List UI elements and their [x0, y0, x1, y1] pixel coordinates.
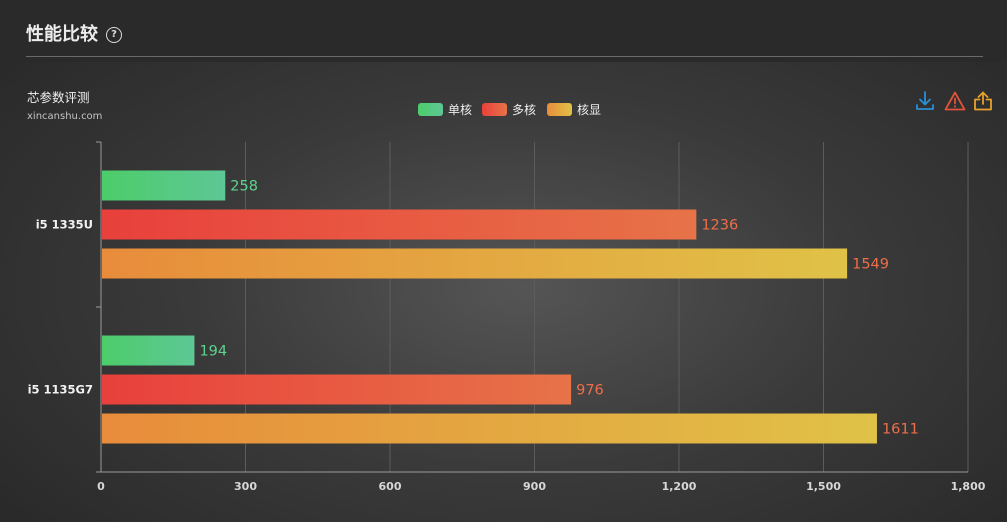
- brand-site: xincanshu.com: [27, 111, 103, 122]
- x-tick-label: 1,500: [806, 480, 841, 493]
- legend-label: 核显: [577, 103, 602, 117]
- x-tick-label: 0: [97, 480, 105, 493]
- y-category-label: i5 1335U: [36, 218, 93, 232]
- x-tick-label: 1,800: [951, 480, 986, 493]
- header-divider: [26, 56, 983, 57]
- data-label: 258: [230, 179, 258, 195]
- x-tick-label: 1,200: [662, 480, 697, 493]
- legend-swatch: [418, 103, 443, 116]
- page-title: 性能比较: [26, 24, 98, 45]
- bar[interactable]: [102, 248, 848, 279]
- bar[interactable]: [102, 413, 877, 444]
- legend-label: 单核: [448, 103, 473, 117]
- legend-swatch: [482, 103, 507, 116]
- data-label: 1236: [701, 218, 738, 234]
- x-tick-label: 300: [234, 480, 257, 493]
- legend-swatch: [547, 103, 572, 116]
- data-label: 1549: [852, 257, 889, 273]
- question-circle-icon[interactable]: ?: [106, 27, 122, 43]
- bar[interactable]: [102, 374, 572, 405]
- download-icon[interactable]: [914, 90, 936, 112]
- data-label: 194: [199, 344, 227, 360]
- bar[interactable]: [102, 335, 195, 366]
- legend-label: 多核: [512, 103, 537, 117]
- data-label: 1611: [882, 422, 919, 438]
- share-icon[interactable]: [972, 90, 994, 112]
- axes: 0 300 600 900 1,200 1,500 1,800 i5 1335U i5 1135…: [28, 141, 986, 493]
- bars: [102, 170, 877, 444]
- bar[interactable]: [102, 209, 697, 240]
- card-header: 性能比较 ?: [0, 0, 1007, 62]
- x-tick-label: 600: [379, 480, 402, 493]
- y-category-label: i5 1135G7: [28, 383, 93, 397]
- bar[interactable]: [102, 170, 226, 201]
- warning-icon[interactable]: [944, 90, 966, 112]
- data-label: 976: [576, 383, 604, 399]
- x-tick-label: 900: [523, 480, 546, 493]
- data-labels: 258 1236 1549 194 976 1611: [199, 179, 918, 438]
- brand-name: 芯参数评测: [27, 90, 90, 105]
